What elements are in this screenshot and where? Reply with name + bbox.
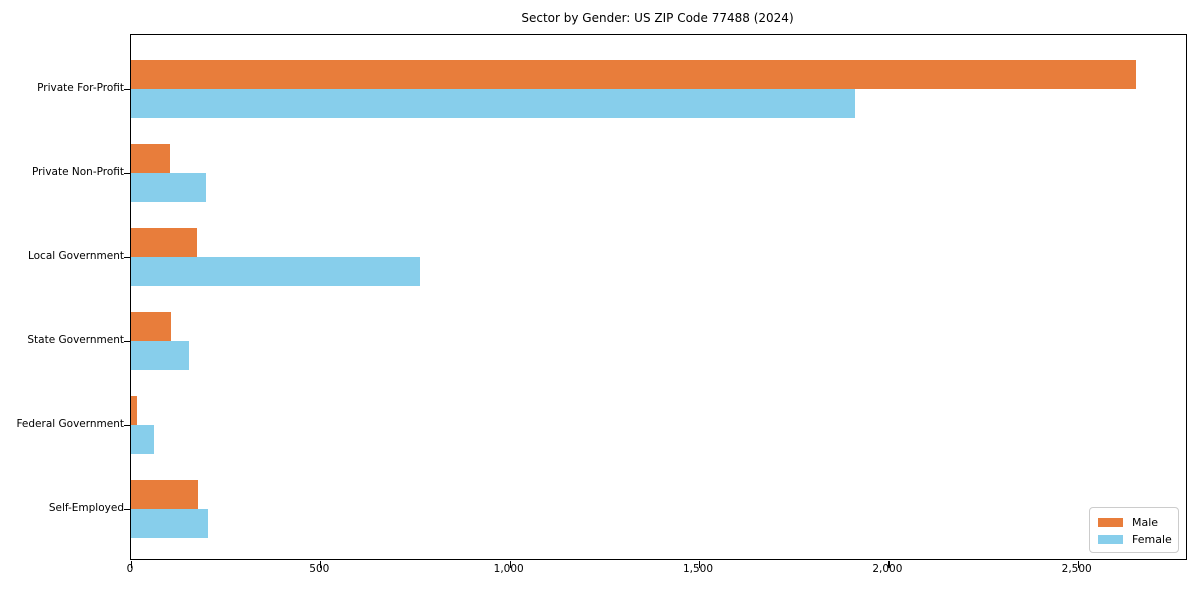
bar-female-5 bbox=[131, 509, 209, 538]
y-tick-mark bbox=[124, 509, 131, 511]
chart-title: Sector by Gender: US ZIP Code 77488 (202… bbox=[521, 11, 794, 25]
x-tick-label: 2,500 bbox=[1061, 563, 1092, 575]
y-axis-ticks bbox=[124, 35, 1186, 559]
y-tick-label: Local Government bbox=[27, 250, 124, 262]
bar-female-0 bbox=[131, 89, 856, 118]
bar-male-1 bbox=[131, 144, 170, 173]
bars-layer bbox=[131, 35, 1186, 559]
legend-swatch-female bbox=[1098, 535, 1123, 544]
legend-label: Female bbox=[1132, 533, 1172, 546]
x-tick-mark bbox=[509, 560, 511, 568]
x-tick-mark bbox=[320, 560, 322, 568]
y-tick-mark bbox=[124, 257, 131, 259]
x-tick-label: 0 bbox=[126, 563, 134, 575]
bar-female-1 bbox=[131, 173, 206, 202]
x-tick-label: 1,500 bbox=[682, 563, 714, 575]
bar-male-4 bbox=[131, 396, 138, 425]
x-tick-mark bbox=[888, 560, 890, 568]
plot-area bbox=[124, 34, 1187, 568]
y-tick-label: Self-Employed bbox=[48, 502, 124, 514]
x-tick-mark bbox=[1077, 560, 1079, 568]
legend-entry-female: Female bbox=[1098, 532, 1172, 547]
x-tick-label: 2,000 bbox=[872, 563, 903, 575]
bar-female-2 bbox=[131, 257, 420, 286]
legend-label: Male bbox=[1132, 516, 1159, 529]
x-tick-mark bbox=[699, 560, 701, 568]
y-tick-mark bbox=[124, 173, 131, 175]
legend-entry-male: Male bbox=[1098, 515, 1170, 530]
y-tick-label: Private For-Profit bbox=[37, 82, 124, 94]
x-tick-mark bbox=[131, 560, 133, 568]
x-tick-label: 500 bbox=[309, 563, 330, 575]
x-tick-label: 1,000 bbox=[493, 563, 524, 575]
y-tick-label: Private Non-Profit bbox=[31, 166, 124, 178]
y-tick-label: Federal Government bbox=[16, 418, 124, 430]
y-tick-mark bbox=[124, 341, 131, 343]
y-tick-label: State Government bbox=[27, 334, 124, 346]
bar-female-3 bbox=[131, 341, 189, 370]
bar-male-2 bbox=[131, 228, 197, 257]
y-tick-mark bbox=[124, 89, 131, 91]
bar-male-3 bbox=[131, 312, 172, 341]
x-axis-ticks bbox=[131, 35, 1186, 568]
y-axis-labels: Private For-Profit Private Non-Profit Loca… bbox=[0, 34, 124, 558]
legend: Male Female bbox=[1089, 507, 1179, 553]
legend-swatch-male bbox=[1098, 518, 1123, 527]
y-tick-mark bbox=[124, 425, 131, 427]
bar-male-0 bbox=[131, 60, 1137, 89]
bar-male-5 bbox=[131, 480, 198, 509]
bar-female-4 bbox=[131, 425, 154, 454]
